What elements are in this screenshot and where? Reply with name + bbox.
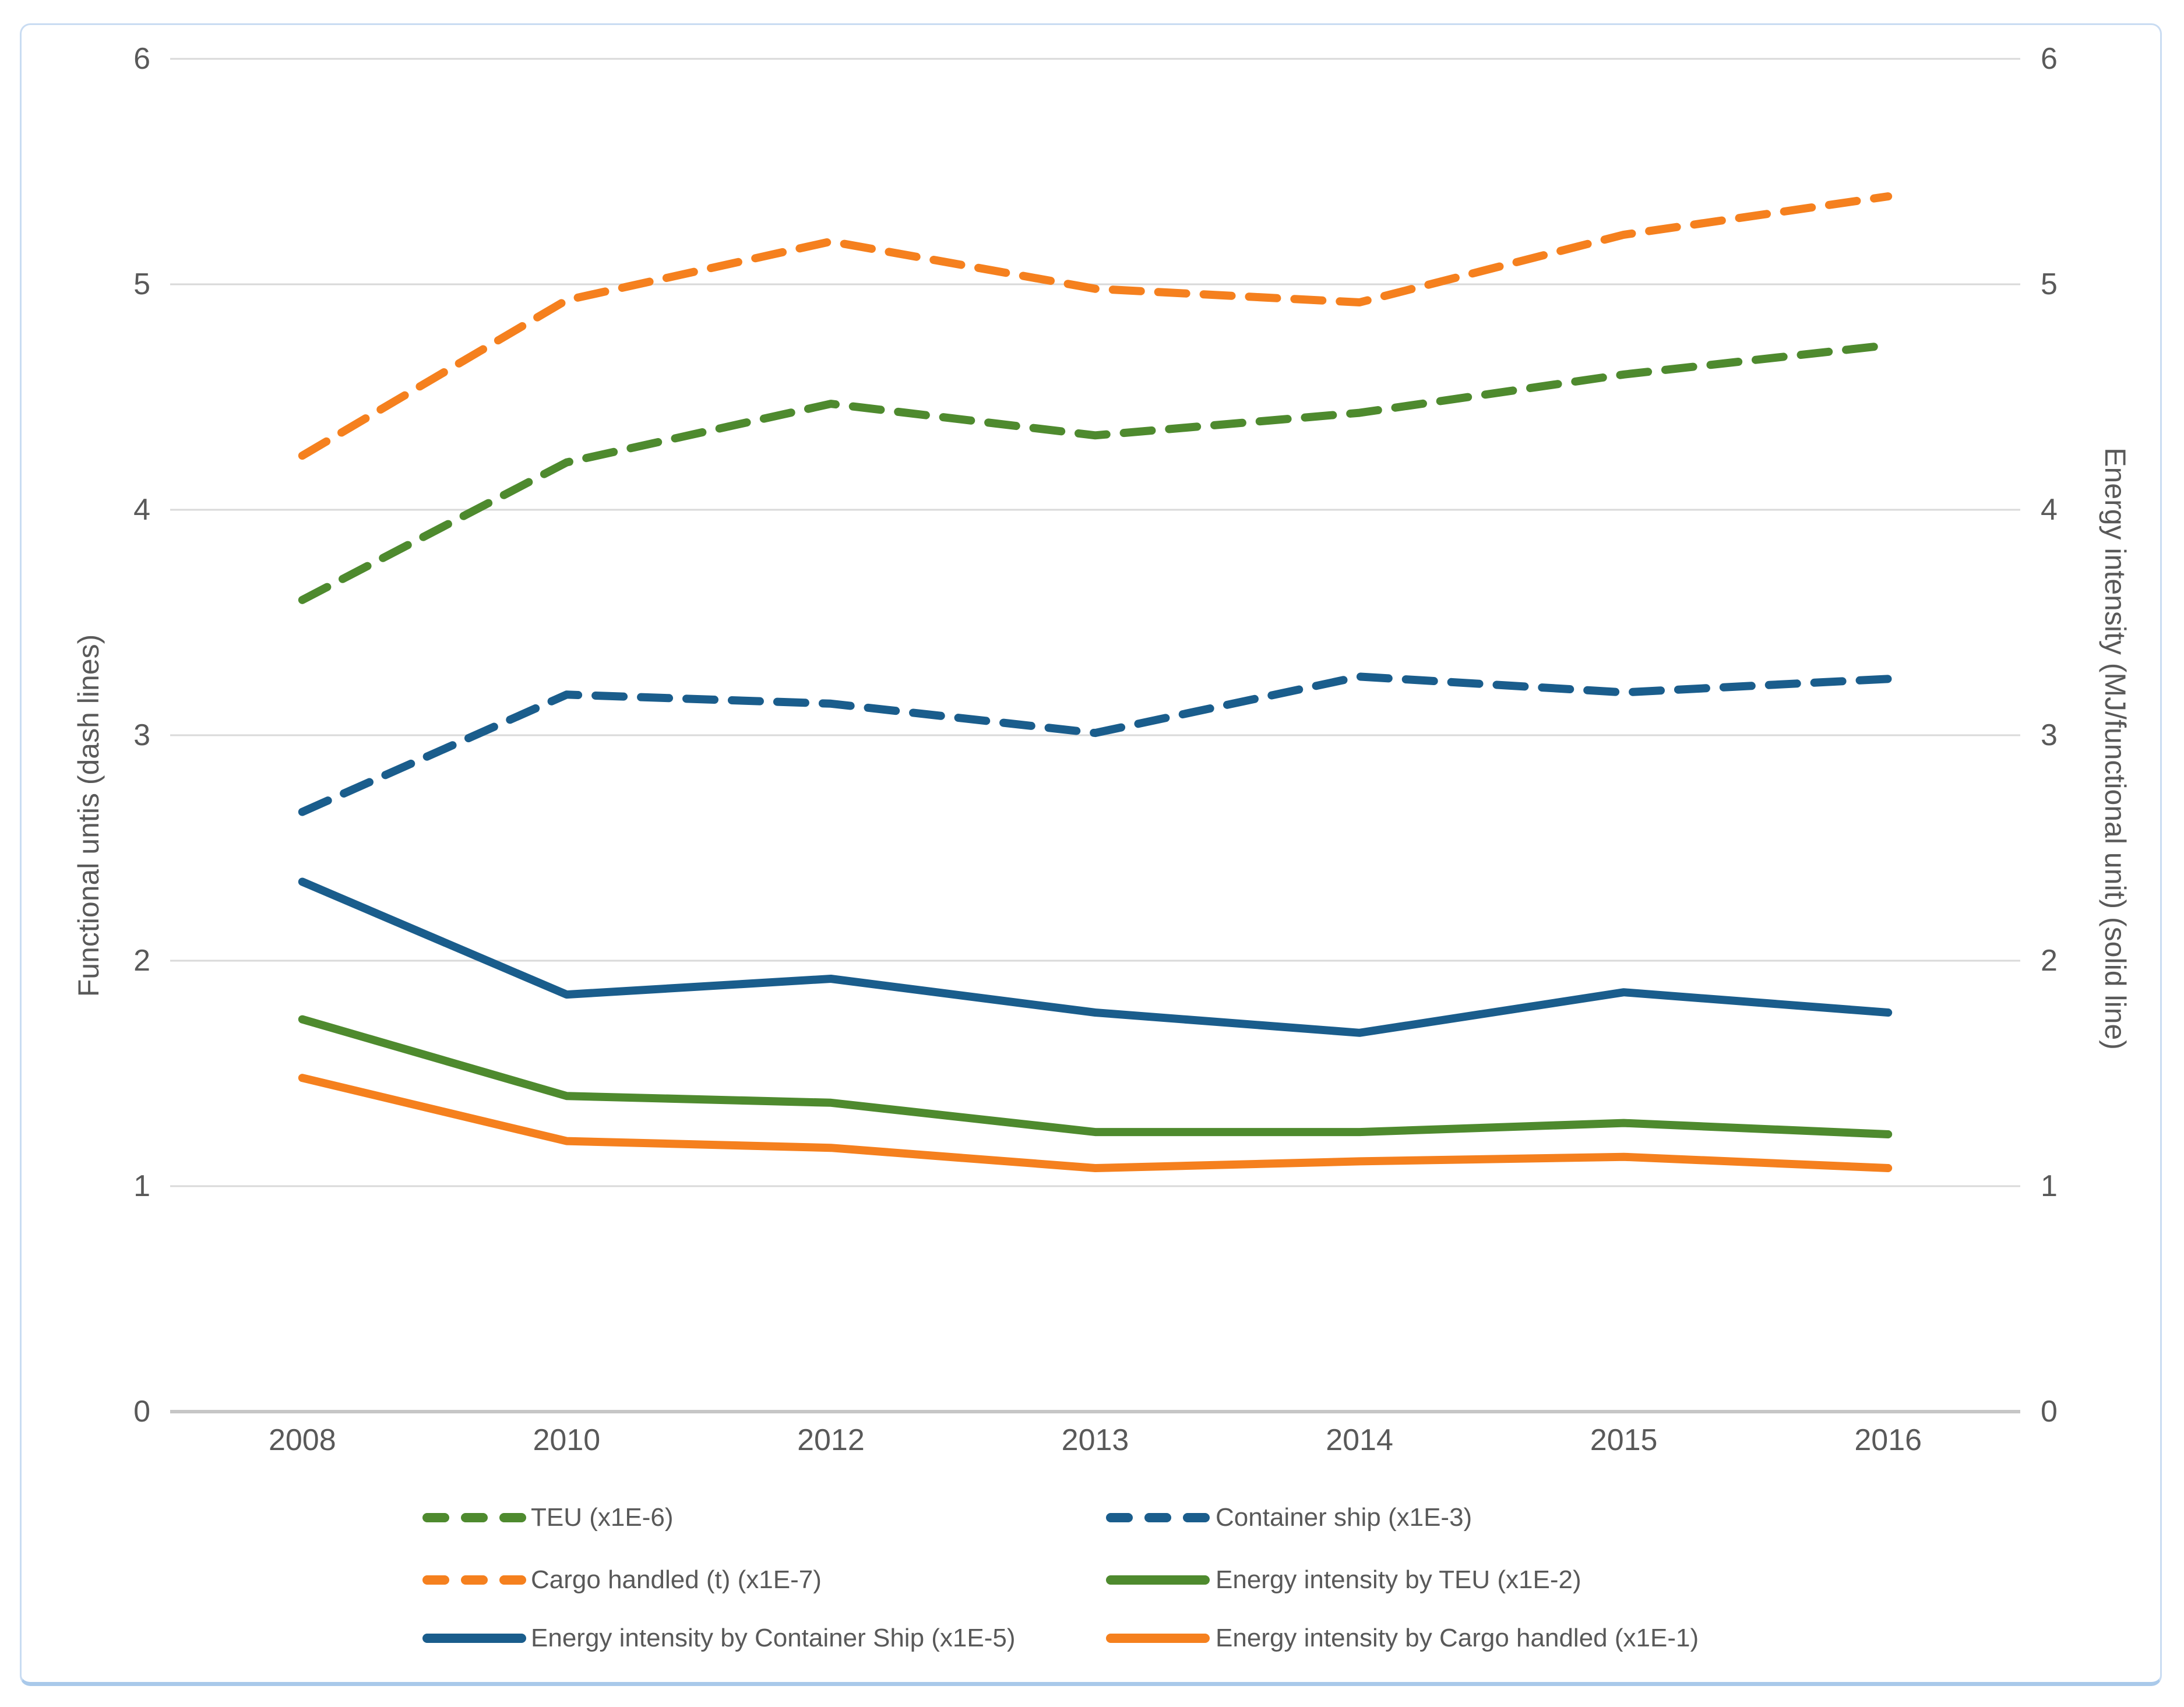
- x-tick-2010: 2010: [533, 1423, 601, 1457]
- series-line-cargo-handled-t-x1e-7: [298, 192, 1893, 460]
- right-axis-title: Energy intensity (MJ/functional unit) (s…: [2099, 447, 2132, 1050]
- x-tick-2008: 2008: [268, 1423, 336, 1457]
- legend-label-container-ship-x1e-3: Container ship (x1E-3): [1216, 1503, 1473, 1532]
- y-tick-left-0: 0: [133, 1395, 150, 1429]
- y-tick-left-5: 5: [133, 267, 150, 301]
- y-tick-right-0: 0: [2041, 1395, 2058, 1429]
- legend-marker-dashed-container-ship-x1e-3: [1106, 1513, 1210, 1522]
- legend-marker-solid-energy-intensity-by-teu-x1e-2: [1106, 1575, 1210, 1585]
- legend-label-energy-intensity-by-teu-x1e-2: Energy intensity by TEU (x1E-2): [1216, 1565, 1581, 1594]
- y-tick-left-3: 3: [133, 718, 150, 752]
- y-tick-right-1: 1: [2041, 1169, 2058, 1203]
- plot-area: [170, 58, 2020, 1413]
- legend-marker-solid-energy-intensity-by-cargo-handled-x1e-1: [1106, 1634, 1210, 1643]
- series-line-teu-x1e-6: [298, 341, 1893, 604]
- y-tick-right-6: 6: [2041, 42, 2058, 76]
- series-line-energy-intensity-by-teu-x1e-2: [298, 1015, 1893, 1138]
- legend-marker-dashed-cargo-handled-t-x1e-7: [422, 1575, 526, 1585]
- legend-label-cargo-handled-t-x1e-7: Cargo handled (t) (x1E-7): [531, 1565, 822, 1594]
- y-tick-left-6: 6: [133, 42, 150, 76]
- x-tick-2014: 2014: [1326, 1423, 1393, 1457]
- series-line-energy-intensity-by-container-ship-x1e-5: [298, 877, 1893, 1037]
- legend-marker-solid-energy-intensity-by-container-ship-x1e-5: [422, 1634, 526, 1643]
- legend-label-teu-x1e-6: TEU (x1E-6): [531, 1503, 674, 1532]
- y-tick-right-5: 5: [2041, 267, 2058, 301]
- legend-label-energy-intensity-by-container-ship-x1e-5: Energy intensity by Container Ship (x1E-…: [531, 1624, 1016, 1652]
- left-axis-title: Functional untis (dash lines): [72, 634, 105, 997]
- line-chart: [170, 58, 2020, 1413]
- y-tick-left-1: 1: [133, 1169, 150, 1203]
- x-tick-2016: 2016: [1854, 1423, 1922, 1457]
- x-tick-2012: 2012: [797, 1423, 865, 1457]
- legend-marker-dashed-teu-x1e-6: [422, 1513, 526, 1522]
- y-tick-left-4: 4: [133, 493, 150, 527]
- y-tick-right-2: 2: [2041, 944, 2058, 978]
- y-tick-right-3: 3: [2041, 718, 2058, 752]
- y-tick-right-4: 4: [2041, 493, 2058, 527]
- y-tick-left-2: 2: [133, 944, 150, 978]
- x-tick-2015: 2015: [1590, 1423, 1658, 1457]
- legend-label-energy-intensity-by-cargo-handled-x1e-1: Energy intensity by Cargo handled (x1E-1…: [1216, 1624, 1699, 1652]
- figure-border: [20, 23, 2162, 1686]
- x-tick-2013: 2013: [1061, 1423, 1129, 1457]
- series-line-container-ship-x1e-3: [298, 672, 1893, 816]
- series-line-energy-intensity-by-cargo-handled-x1e-1: [298, 1074, 1893, 1172]
